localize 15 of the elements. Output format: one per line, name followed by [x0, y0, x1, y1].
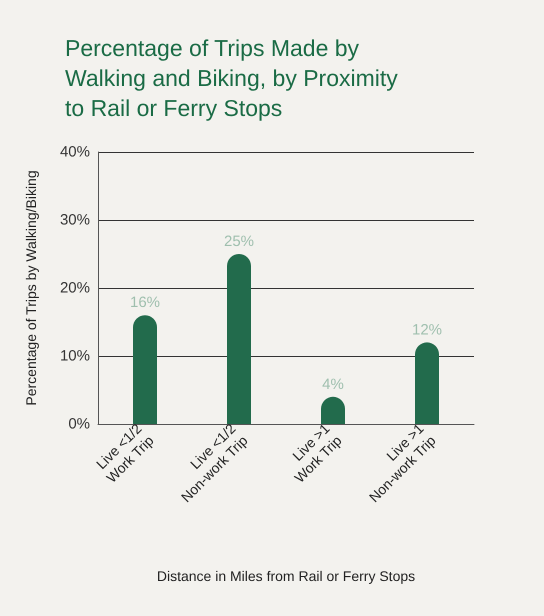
- data-label: 25%: [224, 233, 254, 250]
- y-axis-title: Percentage of Trips by Walking/Biking: [23, 170, 39, 406]
- bar: [227, 254, 251, 424]
- chart-title: Percentage of Trips Made by Walking and Biking, by Proximity to Rail or Ferry Stops: [65, 35, 398, 121]
- x-axis-title: Distance in Miles from Rail or Ferry Stops: [156, 568, 416, 584]
- bar: [415, 342, 439, 424]
- data-label: 4%: [322, 376, 344, 393]
- y-tick-label: 20%: [60, 280, 90, 296]
- y-tick-label: 10%: [60, 348, 90, 364]
- y-tick-label: 0%: [68, 416, 90, 432]
- data-label: 16%: [130, 294, 160, 312]
- bar: [133, 315, 157, 424]
- data-label: 12%: [412, 321, 442, 338]
- y-tick-label: 30%: [60, 212, 90, 228]
- y-tick-label: 40%: [60, 144, 90, 160]
